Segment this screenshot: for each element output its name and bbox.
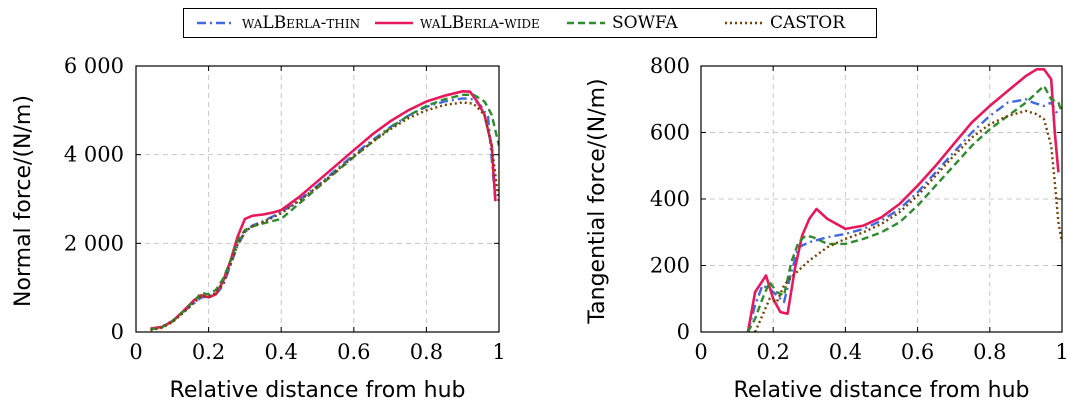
normal-xtick-label: 1 (492, 340, 505, 364)
legend-item-castor: CASTOR (724, 9, 845, 37)
tangential-x-axis-label: Relative distance from hub (734, 378, 1030, 403)
tangential-xtick-label: 0.2 (756, 340, 789, 364)
normal-ytick-label: 4 000 (64, 143, 124, 167)
legend-item-sowfa: SOWFA (566, 9, 678, 37)
normal-xtick-label: 0 (129, 340, 142, 364)
normal-axes-frame (135, 65, 500, 333)
tangential-xtick-label: 0.8 (973, 340, 1006, 364)
normal-xtick-label: 0.4 (264, 340, 297, 364)
tangential-ytick-label: 600 (650, 121, 690, 145)
tangential-axes-frame (700, 65, 1063, 333)
legend-swatch-walberla-thin (197, 21, 235, 25)
tangential-series-walberla-wide (746, 68, 1060, 332)
legend-label-sowfa: SOWFA (612, 13, 678, 33)
legend-label-walberla-wide: waLBerla-wide (420, 13, 540, 33)
legend-swatch-sowfa (567, 21, 605, 25)
normal-series-walberla-wide (150, 90, 497, 330)
normal-series-sowfa (150, 93, 499, 331)
normal-ytick-label: 2 000 (64, 231, 124, 255)
legend-item-walberla-wide: waLBerla-wide (374, 9, 540, 37)
tangential-series-walberla-thin (746, 98, 1060, 332)
legend-label-walberla-thin: waLBerla-thin (242, 13, 361, 33)
tangential-xtick-label: 0.4 (829, 340, 862, 364)
tangential-ytick-label: 800 (650, 54, 690, 78)
normal-xtick-label: 0.2 (192, 340, 225, 364)
normal-ytick-label: 0 (111, 320, 124, 344)
normal-series-castor (150, 101, 499, 332)
tangential-ytick-label: 200 (650, 254, 690, 278)
normal-y-axis-label: Normal force/(N/m) (11, 95, 36, 307)
normal-series-walberla-thin (150, 97, 497, 331)
normal-xtick-label: 0.8 (410, 340, 443, 364)
legend-label-castor: CASTOR (770, 13, 846, 33)
legend-swatch-walberla-wide (375, 21, 413, 25)
tangential-ytick-label: 0 (677, 320, 690, 344)
legend-swatch-castor (725, 21, 763, 25)
tangential-y-axis-label: Tangential force/(N/m) (585, 78, 610, 324)
tangential-xtick-label: 1 (1055, 340, 1067, 364)
normal-xtick-label: 0.6 (337, 340, 370, 364)
tangential-series-sowfa (746, 84, 1062, 332)
legend-item-walberla-thin: waLBerla-thin (196, 9, 360, 37)
normal-x-axis-label: Relative distance from hub (170, 378, 466, 403)
tangential-series-castor (754, 109, 1062, 332)
tangential-ytick-label: 400 (650, 187, 690, 211)
tangential-xtick-label: 0.6 (901, 340, 934, 364)
tangential-xtick-label: 0 (694, 340, 707, 364)
legend: waLBerla-thin waLBerla-wide SOWFA CASTOR (183, 8, 877, 38)
normal-ytick-label: 6 000 (64, 54, 124, 78)
